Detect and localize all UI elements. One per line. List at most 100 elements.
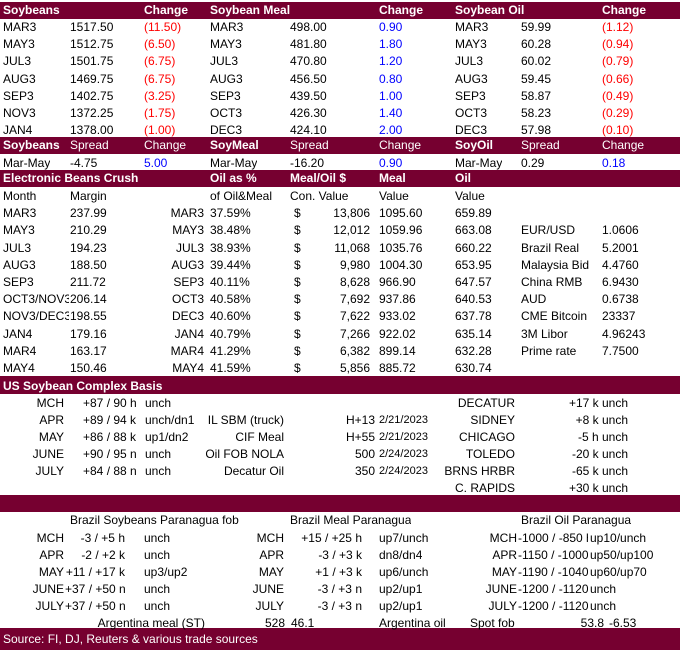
argentina-oil-label: Argentina oil: [379, 616, 446, 630]
contract-month: DEC3: [455, 123, 488, 138]
brazil-meal-change: dn8/dn4: [379, 548, 423, 562]
brazil-soy-month: APR: [39, 548, 64, 562]
futures-header: Change: [379, 3, 424, 17]
brazil-oil-header: Brazil Oil Paranagua: [521, 513, 632, 527]
price-value: 1372.25: [70, 106, 114, 120]
con-value: 7,692: [339, 292, 370, 307]
argentina-oil-value: 53.8: [580, 616, 604, 630]
crush-header-bar: [0, 170, 680, 187]
change-value: (0.79): [602, 54, 634, 69]
market-label: CME Bitcoin: [521, 309, 588, 324]
crush-month-alt: DEC3: [171, 309, 204, 324]
market-label: EUR/USD: [521, 223, 576, 238]
product-label: Decatur Oil: [223, 463, 284, 478]
contract-month: MAR3: [455, 20, 489, 34]
contract-month: SEP3: [210, 88, 241, 103]
brazil-meal-change: up7/unch: [379, 531, 429, 545]
change-value: 1.80: [379, 37, 403, 52]
basis-header-bar: [0, 378, 680, 394]
dollar-sign: $: [294, 361, 301, 375]
con-value: 5,856: [339, 361, 370, 375]
oil-value: 653.95: [455, 257, 492, 272]
dollar-sign: $: [294, 309, 301, 324]
source-bar: [0, 628, 680, 650]
oil-value: 660.22: [455, 240, 492, 255]
futures-header-bar: [0, 2, 680, 19]
brazil-meal-basis: -3 / +3 n: [317, 582, 362, 596]
location-name: DECATUR: [457, 395, 515, 410]
crush-margin: 237.99: [70, 206, 107, 221]
product-label: IL SBM (truck): [207, 412, 284, 427]
location-basis: -20 k unch: [571, 446, 628, 461]
change-value: 1.00: [379, 88, 403, 103]
market-value: 4.96243: [602, 326, 646, 341]
spread-header: Spread: [521, 138, 560, 152]
crush-margin: 210.29: [70, 223, 107, 238]
market-value: 6.9430: [602, 275, 639, 289]
meal-value: 1035.76: [379, 240, 423, 255]
contract-month: JAN4: [3, 123, 33, 138]
crush-subheader: Margin: [70, 189, 107, 203]
brazil-oil-change: up60/up70: [590, 565, 647, 579]
price-value: 59.45: [521, 71, 552, 86]
con-value: 6,382: [339, 343, 370, 358]
product-value: H+13: [345, 412, 375, 427]
spread-header: Change: [379, 138, 422, 152]
product-date: 2/21/2023: [379, 413, 428, 426]
brazil-meal-basis: -3 / +3 n: [317, 599, 362, 613]
location-basis: -5 h unch: [577, 429, 628, 444]
basis-month: APR: [39, 412, 64, 427]
contract-month: SEP3: [455, 88, 486, 103]
brazil-oil-basis: -1200 / -1120 n: [518, 599, 588, 613]
meal-value: 1004.30: [379, 257, 423, 272]
change-value: (6.75): [144, 71, 176, 86]
crush-subheader: Con. Value: [290, 189, 349, 203]
change-value: (0.49): [602, 88, 634, 103]
basis-change: unch: [145, 446, 172, 461]
contract-month: OCT3: [210, 106, 243, 120]
spread-header: Spread: [290, 138, 329, 152]
brazil-meal-month: MAY: [258, 565, 284, 579]
change-value: (1.75): [144, 106, 176, 120]
location-basis: -65 k unch: [571, 463, 628, 478]
basis-change: unch/dn1: [145, 412, 195, 427]
market-value: 0.6738: [602, 292, 639, 307]
meal-value: 937.86: [379, 292, 416, 307]
source-note: Source: FI, DJ, Reuters & various trade …: [3, 632, 258, 646]
brazil-soy-basis: -2 / +2 k: [81, 548, 125, 562]
brazil-oil-change: up50/up100: [590, 548, 654, 562]
dollar-sign: $: [294, 240, 301, 255]
price-value: 58.23: [521, 106, 552, 120]
brazil-meal-month: JUNE: [252, 582, 284, 596]
spread-value: 0.29: [521, 156, 545, 170]
oil-share-percent: 40.58%: [210, 292, 251, 307]
crush-month: SEP3: [3, 275, 34, 289]
price-value: 1517.50: [70, 20, 114, 34]
contract-month: AUG3: [455, 71, 488, 86]
market-value: 4.4760: [602, 257, 639, 272]
price-value: 1469.75: [70, 71, 114, 86]
basis-month: JULY: [35, 463, 64, 478]
brazil-soy-basis: +11 / +17 k: [65, 565, 125, 579]
oil-share-percent: 41.59%: [210, 361, 251, 375]
con-value: 7,266: [339, 326, 370, 341]
crush-margin: 179.16: [70, 326, 107, 341]
brazil-soy-basis: -3 / +5 h: [80, 531, 125, 545]
spreads-header-bar: [0, 137, 680, 154]
oil-value: 663.08: [455, 223, 492, 238]
futures-header: Soybean Oil: [455, 3, 525, 17]
brazil-oil-change: unch: [590, 582, 617, 596]
oil-share-percent: 38.93%: [210, 240, 251, 255]
brazil-soy-month: MAY: [38, 565, 64, 579]
oil-share-percent: 37.59%: [210, 206, 251, 221]
contract-month: MAY3: [455, 37, 487, 52]
crush-divider-bar: [0, 376, 680, 379]
brazil-meal-month: APR: [259, 548, 284, 562]
dollar-sign: $: [294, 292, 301, 307]
brazil-soy-change: up3/up2: [144, 565, 188, 579]
brazil-soy-change: unch: [144, 599, 171, 613]
brazil-soy-change: unch: [144, 582, 171, 596]
crush-header: Meal/Oil $: [290, 171, 347, 185]
location-basis: +8 k unch: [575, 412, 628, 427]
basis-month: MAY: [38, 429, 64, 444]
